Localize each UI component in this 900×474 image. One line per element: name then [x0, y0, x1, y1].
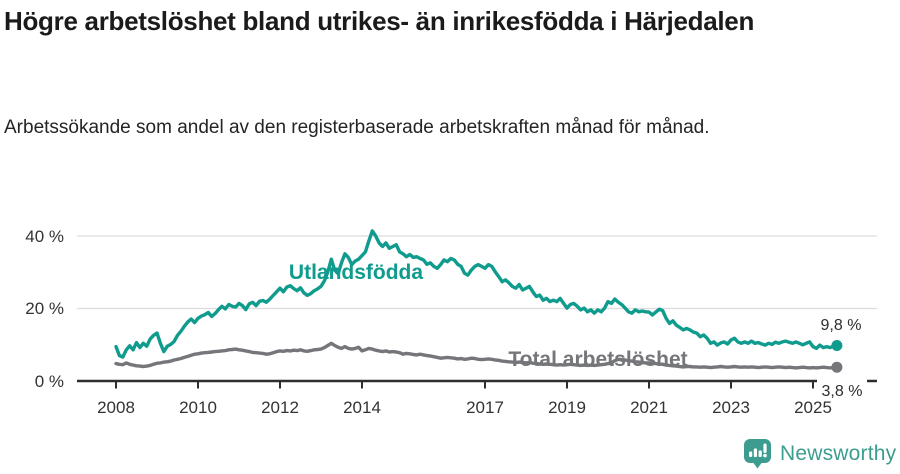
utlandsfodda-end-value-label: 9,8 %: [821, 317, 862, 334]
x-axis-tick-label: 2021: [630, 398, 668, 417]
y-axis-label-0: 0 %: [35, 372, 64, 391]
newsworthy-logo-icon: [744, 439, 771, 469]
chart-title: Högre arbetslöshet bland utrikes- än inr…: [4, 6, 755, 36]
logo-exclamation-dot: [763, 453, 767, 458]
chart-subtitle: Arbetssökande som andel av den registerb…: [4, 117, 710, 138]
logo-bar-2: [753, 448, 757, 457]
newsworthy-brand-text: Newsworthy: [780, 442, 897, 465]
total-arbetsloshet-series-label: Total arbetslöshet: [508, 348, 687, 371]
logo-exclamation-bar: [763, 443, 767, 453]
total-arbetsloshet-end-dot: [831, 361, 843, 373]
x-axis-tick-label: 2023: [712, 398, 750, 417]
x-axis-tick-label: 2017: [466, 398, 504, 417]
x-axis-tick-label: 2010: [179, 398, 217, 417]
newsworthy-brand-link[interactable]: Newsworthy: [744, 439, 896, 469]
utlandsfodda-line: [114, 229, 839, 359]
x-axis-tick-label: 2025: [794, 398, 832, 417]
total-arbetsloshet-end-value-label: 3,8 %: [822, 383, 863, 400]
logo-bar-1: [749, 451, 753, 457]
total-arbetsloshet-line: [114, 341, 839, 370]
x-axis-tick-label: 2008: [97, 398, 135, 417]
x-axis-tick-label: 2012: [261, 398, 299, 417]
x-axis-tick-label: 2019: [548, 398, 586, 417]
y-axis-label-20: 20 %: [25, 299, 64, 318]
x-axis-ticks: 2008 2010 2012 2014 2017 2019 2021 2023 2025: [97, 381, 832, 417]
x-axis-tick-label: 2014: [343, 398, 381, 417]
utlandsfodda-series-label: Utlandsfödda: [289, 261, 423, 284]
end-value-label-mask: [817, 375, 867, 388]
utlandsfodda-end-dot: [831, 340, 843, 351]
y-axis-label-40: 40 %: [25, 227, 64, 246]
logo-bar-3: [758, 450, 762, 457]
